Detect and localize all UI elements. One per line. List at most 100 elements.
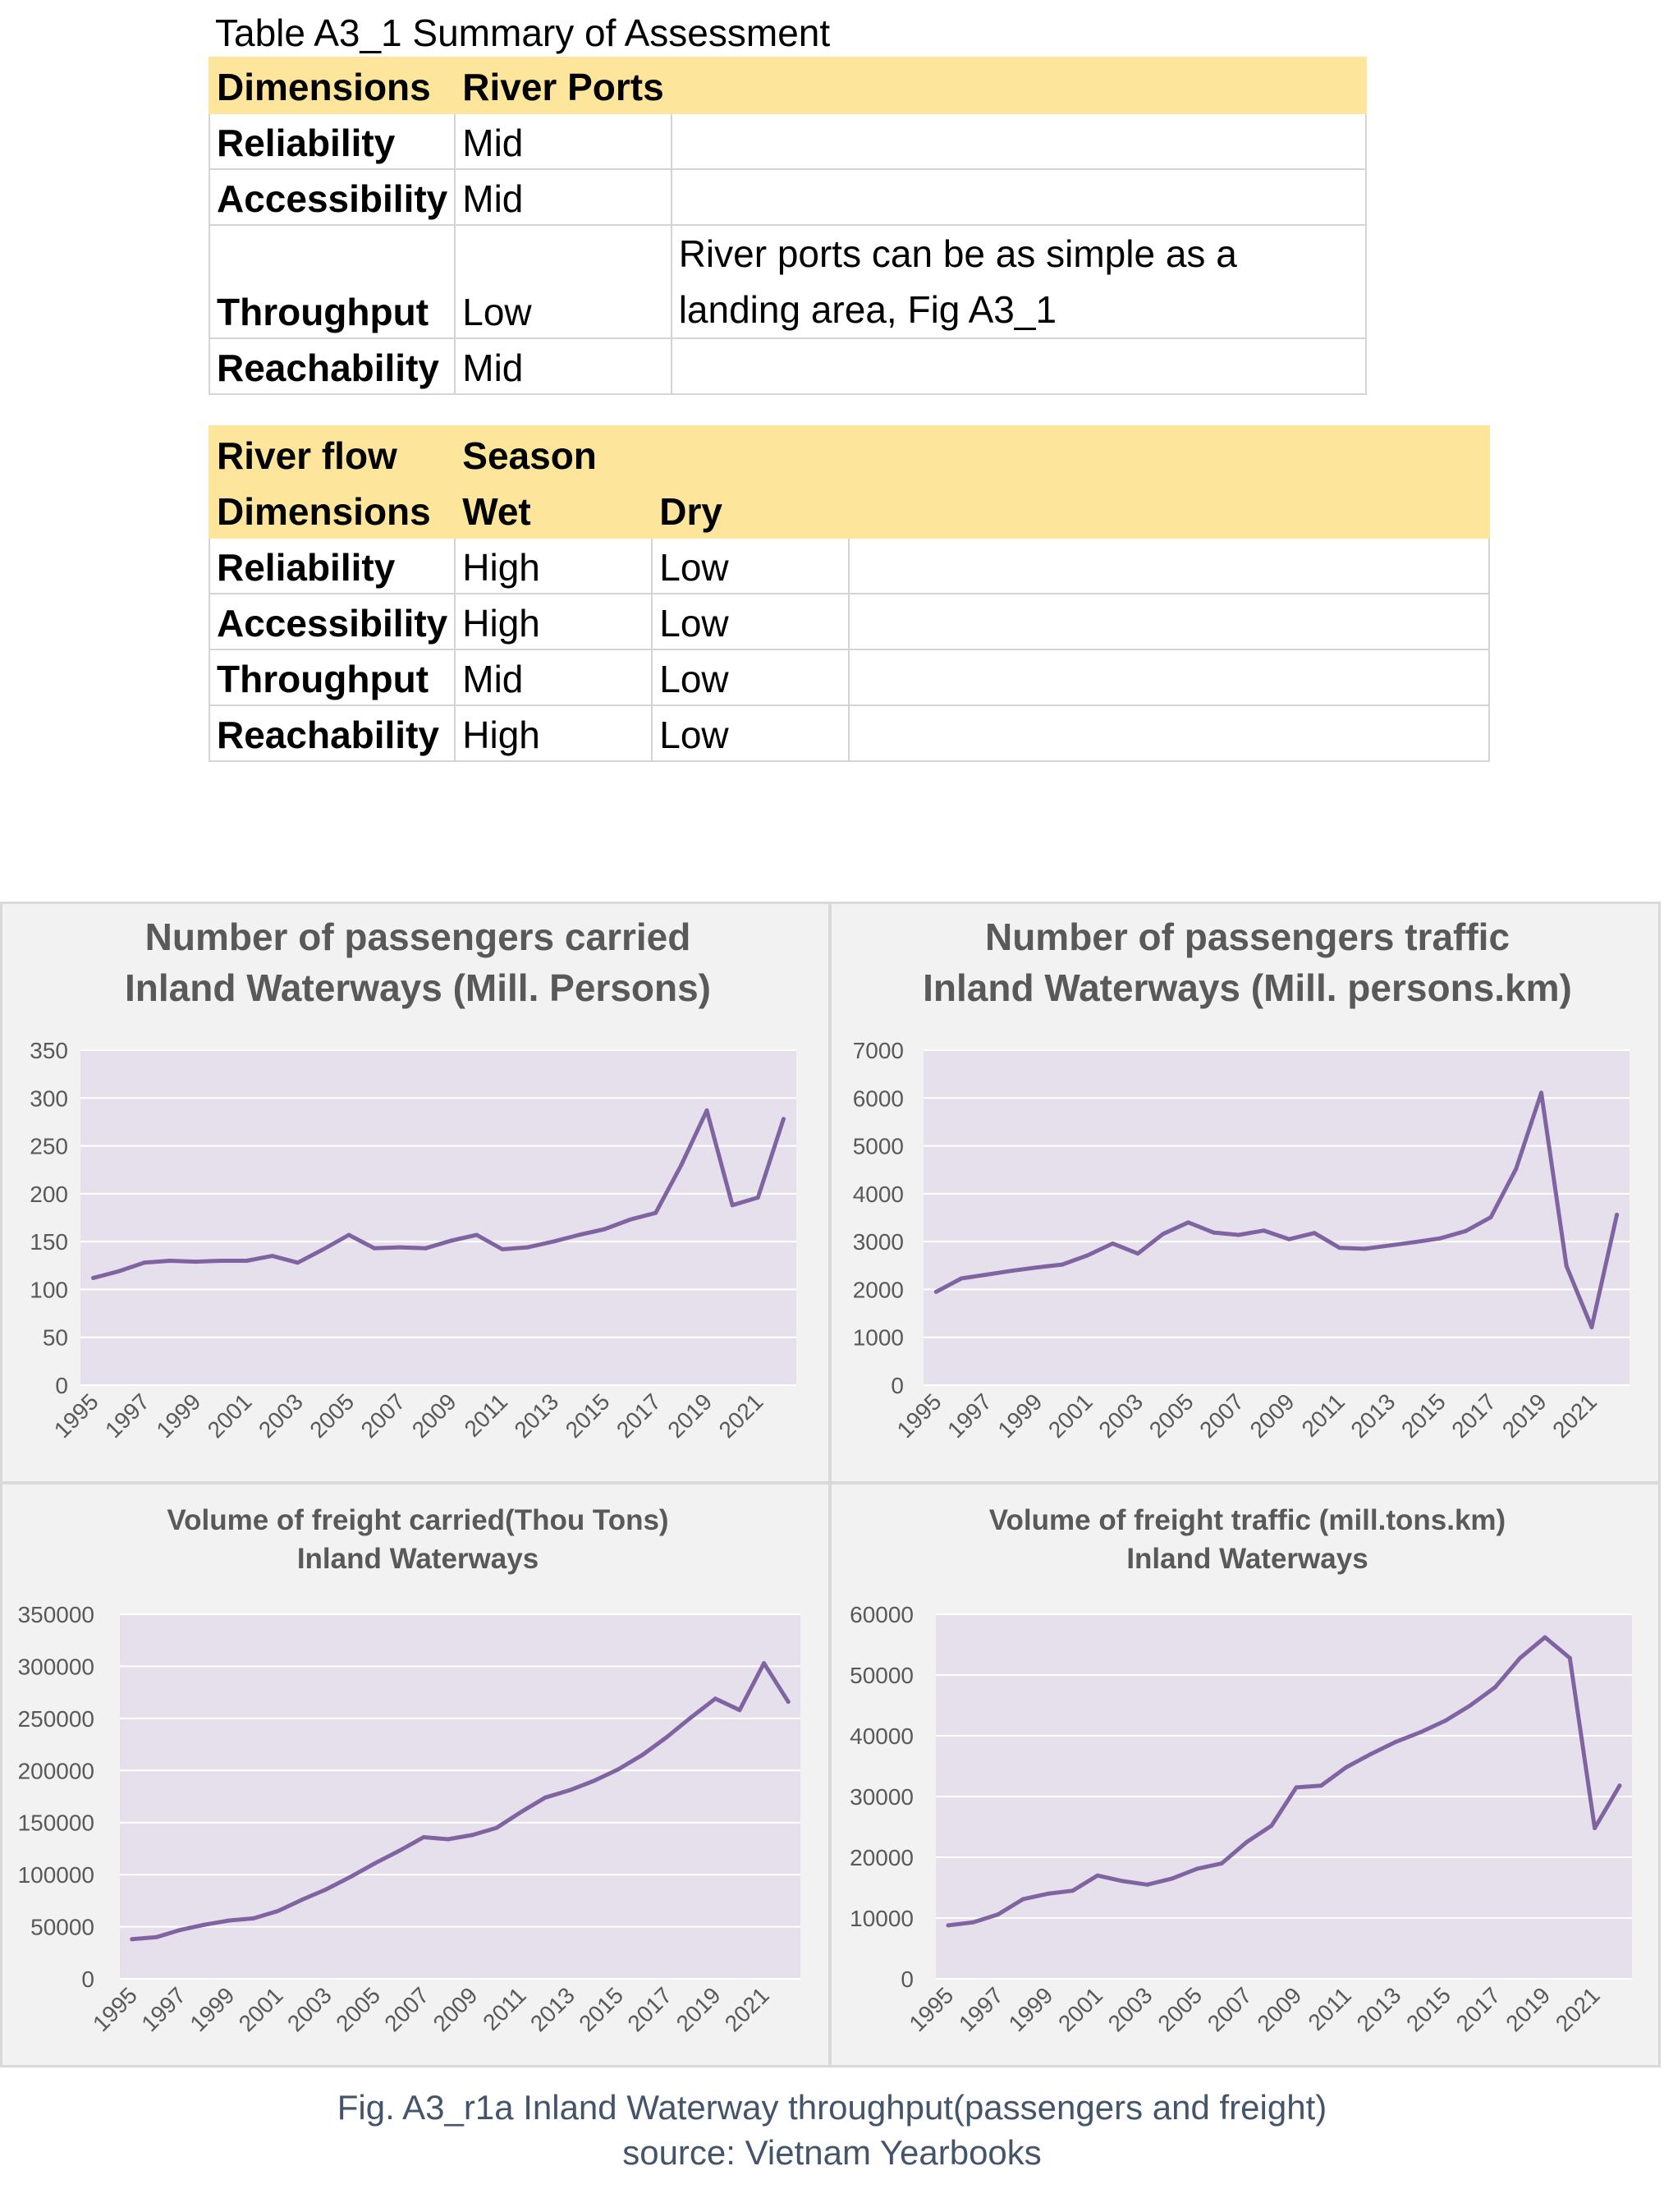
data-point (1085, 1253, 1090, 1258)
data-point (1170, 1876, 1175, 1881)
row-dimension: Reachability (208, 704, 456, 762)
data-point (933, 1289, 938, 1294)
row-dry: Low (651, 537, 850, 594)
x-tick-label: 1997 (100, 1388, 154, 1443)
y-tick-label: 0 (81, 1966, 94, 1992)
y-tick-label: 30000 (850, 1784, 914, 1810)
figure-source: source: Vietnam Yearbooks (622, 2133, 1042, 2172)
data-point (1262, 1228, 1267, 1233)
x-tick-label: 2005 (1144, 1388, 1199, 1443)
data-point (1194, 1866, 1199, 1871)
x-tick-label: 1997 (942, 1388, 997, 1443)
y-tick-label: 200000 (18, 1758, 94, 1783)
chart-svg: Volume of freight traffic (mill.tons.km)… (850, 1504, 1632, 2036)
data-point (300, 1898, 305, 1902)
data-point (543, 1795, 548, 1800)
data-point (203, 1922, 208, 1927)
x-tick-label: 2011 (478, 1982, 531, 2035)
data-point (1514, 1167, 1519, 1172)
x-tick-label: 2013 (509, 1388, 563, 1443)
header-empty (670, 57, 1367, 114)
data-point (1186, 1220, 1190, 1225)
chart-freight-carried: Volume of freight carried(Thou Tons) Inla… (0, 1482, 831, 2067)
row-note (670, 112, 1367, 170)
chart-title: Inland Waterways (Mill. Persons) (125, 966, 711, 1009)
data-point (1468, 1703, 1473, 1708)
data-point (755, 1195, 760, 1200)
header-dimensions: Dimensions (208, 481, 456, 539)
x-tick-label: 2017 (1446, 1388, 1501, 1443)
data-point (1020, 1897, 1025, 1902)
y-tick-label: 20000 (850, 1845, 914, 1870)
data-point (1539, 1090, 1543, 1095)
data-point (664, 1735, 669, 1740)
table-caption: Table A3_1 Summary of Assessment (215, 11, 831, 54)
x-tick-label: 2021 (720, 1982, 774, 2036)
chart-freight-traffic: Volume of freight traffic (mill.tons.km)… (829, 1482, 1661, 2067)
chart-svg: Volume of freight carried(Thou Tons) Inla… (18, 1504, 800, 2036)
row-value: Low (454, 224, 672, 339)
x-tick-label: 2007 (379, 1982, 433, 2036)
y-tick-label: 7000 (853, 1038, 904, 1063)
data-point (1095, 1873, 1100, 1878)
data-point (130, 1937, 135, 1942)
chart-svg: Number of passengers carried Inland Water… (30, 916, 796, 1443)
y-tick-label: 350000 (18, 1602, 94, 1627)
y-tick-label: 300000 (18, 1654, 94, 1679)
data-point (397, 1245, 402, 1250)
x-tick-label: 2019 (1497, 1388, 1552, 1443)
x-tick-label: 2005 (305, 1388, 359, 1443)
data-point (1034, 1265, 1039, 1270)
x-tick-label: 2009 (1252, 1982, 1306, 2036)
data-point (679, 1163, 684, 1168)
data-point (1060, 1262, 1065, 1267)
chart-title: Inland Waterways (1126, 1543, 1368, 1575)
data-point (1368, 1751, 1373, 1756)
y-tick-label: 6000 (853, 1085, 904, 1111)
data-point (227, 1918, 231, 1923)
row-wet: High (454, 593, 653, 650)
header-empty (651, 425, 850, 483)
data-point (737, 1708, 742, 1713)
x-tick-label: 2003 (1093, 1388, 1148, 1443)
data-point (628, 1217, 633, 1222)
data-point (1219, 1861, 1224, 1866)
data-point (142, 1260, 147, 1265)
y-tick-label: 250000 (18, 1706, 94, 1732)
y-tick-label: 250 (30, 1134, 68, 1159)
data-point (91, 1275, 96, 1280)
x-tick-label: 2017 (1451, 1982, 1506, 2036)
data-point (474, 1232, 479, 1237)
row-note (670, 337, 1367, 395)
data-point (373, 1861, 378, 1866)
x-tick-label: 2003 (282, 1982, 337, 2036)
header-river-ports: River Ports (454, 57, 672, 114)
x-tick-label: 2015 (561, 1388, 615, 1443)
y-tick-label: 10000 (850, 1906, 914, 1931)
row-wet: Mid (454, 649, 653, 706)
data-point (959, 1276, 964, 1281)
row-empty (848, 704, 1491, 762)
data-point (244, 1258, 249, 1263)
data-point (1337, 1246, 1342, 1251)
data-point (500, 1246, 505, 1251)
data-point (1488, 1214, 1493, 1219)
data-point (567, 1787, 572, 1792)
row-empty (848, 593, 1491, 650)
series-line (933, 1090, 1620, 1329)
data-point (996, 1912, 1001, 1917)
x-tick-label: 2003 (1103, 1982, 1157, 2036)
data-point (1363, 1246, 1367, 1251)
y-tick-label: 100000 (18, 1862, 94, 1888)
header-wet: Wet (454, 481, 653, 539)
row-empty (848, 537, 1491, 594)
x-tick-label: 1999 (186, 1982, 240, 2036)
y-tick-label: 0 (891, 1373, 904, 1398)
data-point (1413, 1240, 1418, 1245)
data-point (1318, 1783, 1323, 1788)
data-point (1344, 1765, 1349, 1769)
row-dry: Low (651, 649, 850, 706)
data-point (372, 1246, 377, 1251)
y-tick-label: 100 (30, 1277, 68, 1302)
data-point (275, 1909, 280, 1914)
